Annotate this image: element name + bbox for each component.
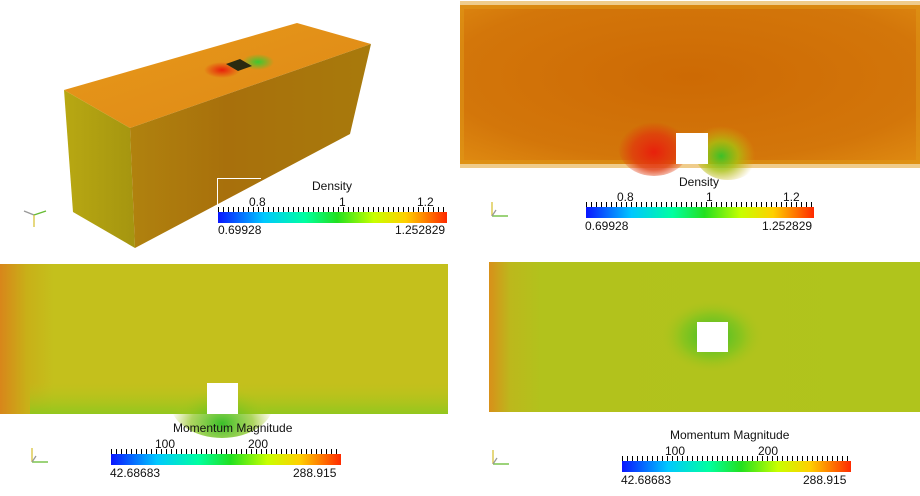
colorbar-tick-label: 1: [339, 195, 346, 209]
colorbar-min-label: 42.68683: [621, 473, 672, 487]
colorbar-tick-label: 1.2: [783, 190, 800, 204]
density-slice-render: [460, 1, 920, 180]
colorbar-gradient: [111, 454, 341, 465]
colorbar-min-label: 0.69928: [585, 219, 629, 233]
colorbar-tick-label: 200: [248, 437, 269, 451]
momentum-slice-render: [489, 262, 920, 412]
view-bottom-left-slice[interactable]: Momentum Magnitude 100 200 42.68683 288.…: [0, 252, 458, 496]
colorbar-gradient: [622, 461, 851, 472]
orientation-axes-icon: [489, 446, 517, 470]
colorbar-tick-label: 100: [155, 437, 176, 451]
colorbar-tick-label: 1: [706, 190, 713, 204]
colorbar-min-label: 0.69928: [218, 223, 262, 237]
colorbar-tick-label: 200: [758, 444, 779, 458]
orientation-axes-icon: [28, 444, 56, 468]
colorbar-ticks: [111, 449, 341, 454]
density-3d-render: [64, 23, 371, 248]
orientation-axes-icon: [488, 198, 516, 222]
colorbar-max-label: 288.915: [803, 473, 847, 487]
colorbar-gradient: [218, 212, 447, 223]
colorbar-ticks: [218, 207, 447, 212]
colorbar-title: Density: [679, 175, 720, 189]
colorbar-tick-label: 0.8: [617, 190, 634, 204]
colorbar-max-label: 1.252829: [762, 219, 813, 233]
colorbar-min-label: 42.68683: [110, 466, 161, 480]
momentum-slice-render: [0, 264, 448, 438]
view-perspective-3d[interactable]: Density 0.8 1 1.2 0.69928 1.252829: [0, 0, 458, 250]
colorbar-title: Momentum Magnitude: [670, 428, 790, 442]
obstacle: [676, 133, 708, 164]
view-top-right-slice[interactable]: Density 0.8 1 1.2 0.69928 1.252829: [460, 0, 920, 250]
colorbar-tick-label: 0.8: [249, 195, 266, 209]
colorbar-ticks: [586, 202, 814, 207]
colorbar-max-label: 1.252829: [395, 223, 446, 237]
colorbar-ticks: [622, 456, 851, 461]
obstacle: [207, 383, 238, 414]
orientation-axes-icon: [20, 205, 48, 229]
colorbar-gradient: [586, 207, 814, 218]
colorbar-max-label: 288.915: [293, 466, 337, 480]
colorbar-title: Momentum Magnitude: [173, 421, 293, 435]
colorbar-frame: [217, 178, 261, 209]
colorbar-title: Density: [312, 179, 353, 193]
colorbar-tick-label: 100: [665, 444, 686, 458]
colorbar-tick-label: 1.2: [417, 195, 434, 209]
obstacle: [697, 322, 728, 352]
view-bottom-right-slice[interactable]: Momentum Magnitude 100 200 42.68683 288.…: [460, 252, 920, 496]
